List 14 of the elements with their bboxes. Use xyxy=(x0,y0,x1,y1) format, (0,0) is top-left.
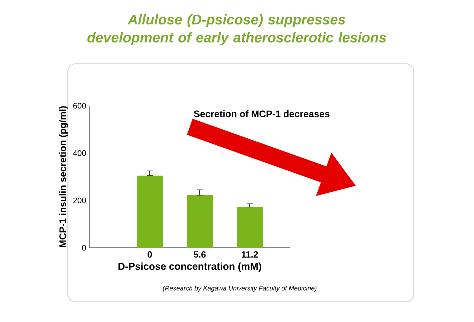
y-tick-label: 0 xyxy=(82,245,86,251)
y-axis-title: MCP-1 insulin secretion (pg/ml) xyxy=(59,106,68,248)
x-tick-label: 0 xyxy=(148,252,152,258)
y-tick-label: 400 xyxy=(73,150,86,156)
x-tick-label: 5.6 xyxy=(194,252,206,258)
bar xyxy=(187,195,214,248)
annotation: Secretion of MCP-1 decreases xyxy=(194,110,330,118)
x-axis-title: D-Psicose concentration (mM) xyxy=(118,262,262,272)
x-tick-label: 11.2 xyxy=(242,252,258,258)
y-tick-label: 600 xyxy=(74,103,86,109)
bar xyxy=(137,176,164,248)
bar xyxy=(237,207,263,248)
chart-title: Allulose (D-psicose) suppresses development of early atherosclerotic lesions xyxy=(88,14,386,46)
y-tick-label: 200 xyxy=(74,198,86,204)
